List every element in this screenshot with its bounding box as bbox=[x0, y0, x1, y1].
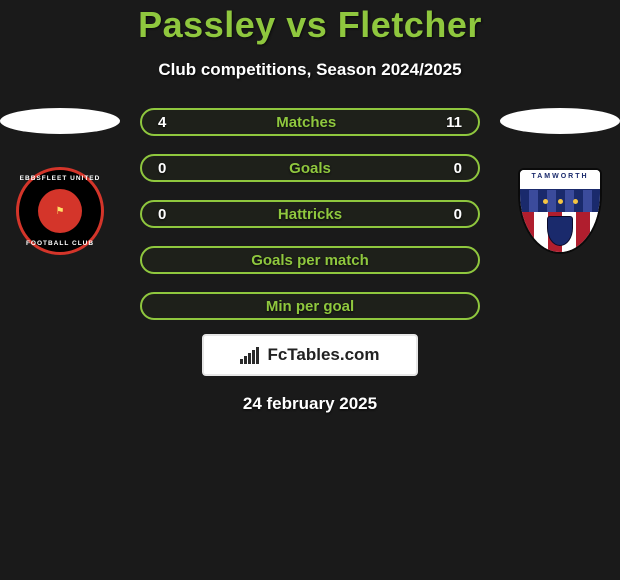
left-club-badge: EBBSFLEET UNITED FOOTBALL CLUB ⚑ bbox=[10, 166, 110, 256]
badge-mid-band bbox=[520, 190, 600, 212]
stat-left-value: 0 bbox=[158, 206, 166, 223]
stat-right-value: 11 bbox=[446, 114, 462, 131]
right-player-column: TAMWORTH bbox=[500, 108, 620, 256]
ebbsfleet-badge-icon: EBBSFLEET UNITED FOOTBALL CLUB ⚑ bbox=[16, 167, 104, 255]
left-club-name-bottom: FOOTBALL CLUB bbox=[19, 240, 101, 247]
stat-right-value: 0 bbox=[454, 206, 462, 223]
stat-row-min-per-goal: Min per goal bbox=[140, 292, 480, 320]
comparison-card: Passley vs Fletcher Club competitions, S… bbox=[0, 0, 620, 414]
stat-row-goals-per-match: Goals per match bbox=[140, 246, 480, 274]
right-club-name: TAMWORTH bbox=[520, 170, 600, 190]
stat-left-value: 4 bbox=[158, 114, 166, 131]
stat-label: Goals per match bbox=[251, 252, 369, 269]
stats-column: 4 Matches 11 0 Goals 0 0 Hattricks 0 Goa… bbox=[140, 108, 480, 320]
page-title: Passley vs Fletcher bbox=[0, 4, 620, 46]
stat-row-matches: 4 Matches 11 bbox=[140, 108, 480, 136]
badge-stripes bbox=[520, 212, 600, 252]
left-player-column: EBBSFLEET UNITED FOOTBALL CLUB ⚑ bbox=[0, 108, 120, 256]
source-logo-text: FcTables.com bbox=[267, 345, 379, 365]
stat-label: Hattricks bbox=[278, 206, 342, 223]
badge-inner-shield-icon bbox=[547, 216, 573, 246]
main-row: EBBSFLEET UNITED FOOTBALL CLUB ⚑ 4 Match… bbox=[0, 108, 620, 320]
stat-row-hattricks: 0 Hattricks 0 bbox=[140, 200, 480, 228]
right-club-badge: TAMWORTH bbox=[510, 166, 610, 256]
stat-label: Matches bbox=[276, 114, 336, 131]
stat-label: Min per goal bbox=[266, 298, 354, 315]
chart-bars-icon bbox=[240, 347, 259, 364]
stat-left-value: 0 bbox=[158, 160, 166, 177]
stat-row-goals: 0 Goals 0 bbox=[140, 154, 480, 182]
source-attribution: FcTables.com bbox=[202, 334, 418, 376]
date-text: 24 february 2025 bbox=[0, 394, 620, 414]
left-player-photo-placeholder bbox=[0, 108, 120, 134]
stat-right-value: 0 bbox=[454, 160, 462, 177]
subtitle: Club competitions, Season 2024/2025 bbox=[0, 60, 620, 80]
left-club-name-top: EBBSFLEET UNITED bbox=[19, 175, 101, 182]
stat-label: Goals bbox=[289, 160, 331, 177]
right-player-photo-placeholder bbox=[500, 108, 620, 134]
tamworth-badge-icon: TAMWORTH bbox=[518, 168, 602, 254]
